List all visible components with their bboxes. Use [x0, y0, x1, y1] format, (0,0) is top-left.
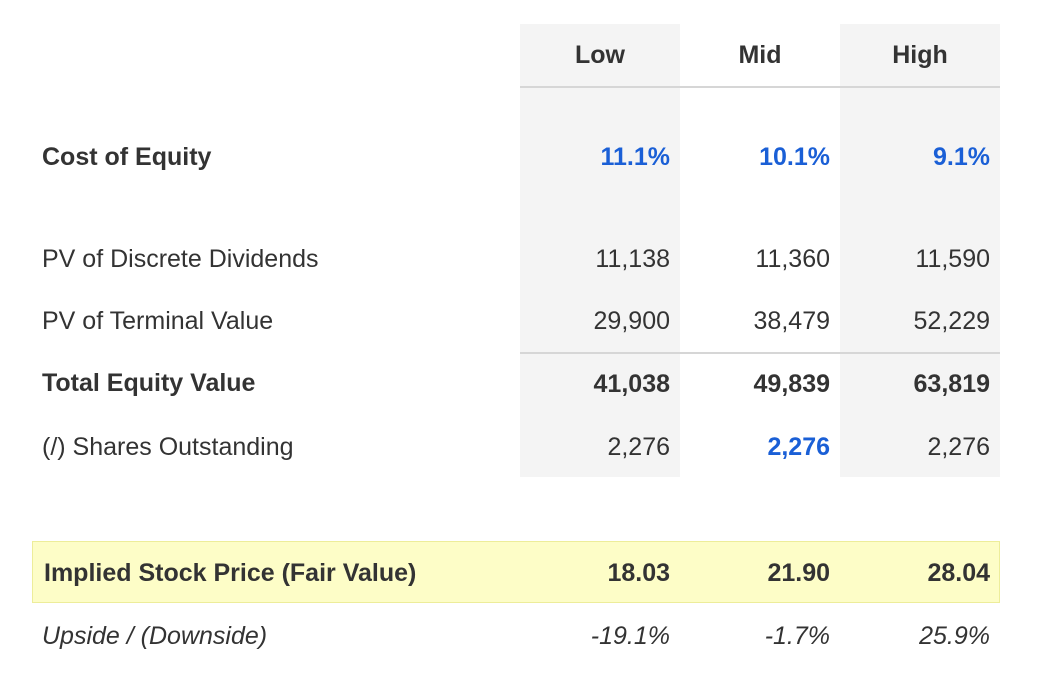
row-label: PV of Terminal Value: [42, 307, 274, 335]
total-equity-value-mid: 49,839: [753, 370, 830, 398]
pv-terminal-value-mid: 38,479: [753, 307, 830, 335]
row-label: (/) Shares Outstanding: [42, 433, 294, 461]
total-divider: [520, 352, 1000, 354]
implied-stock-price-high: 28.04: [927, 559, 990, 587]
row-label: Upside / (Downside): [42, 622, 268, 650]
pv-discrete-dividends-high: 11,590: [915, 245, 990, 273]
pv-discrete-dividends-low: 11,138: [595, 245, 670, 273]
header-high: High: [892, 41, 948, 69]
implied-stock-price-mid: 21.90: [767, 559, 830, 587]
fair-value-highlight: [32, 541, 1000, 603]
shares-outstanding-mid: 2,276: [767, 433, 830, 461]
cost-of-equity-high: 9.1%: [933, 143, 990, 171]
shares-outstanding-low: 2,276: [607, 433, 670, 461]
cost-of-equity-low: 11.1%: [600, 143, 670, 171]
cost-of-equity-mid: 10.1%: [759, 143, 830, 171]
shares-outstanding-high: 2,276: [927, 433, 990, 461]
pv-terminal-value-low: 29,900: [593, 307, 670, 335]
implied-stock-price-low: 18.03: [607, 559, 670, 587]
pv-terminal-value-high: 52,229: [913, 307, 990, 335]
total-equity-value-high: 63,819: [913, 370, 990, 398]
upside-downside-high: 25.9%: [919, 622, 990, 650]
row-label: Implied Stock Price (Fair Value): [44, 559, 417, 587]
row-label: PV of Discrete Dividends: [42, 245, 319, 273]
pv-discrete-dividends-mid: 11,360: [755, 245, 830, 273]
row-label: Cost of Equity: [42, 143, 212, 171]
upside-downside-mid: -1.7%: [764, 622, 830, 650]
header-mid: Mid: [738, 41, 782, 69]
header-divider: [520, 86, 1000, 88]
high-column-background: [840, 24, 1000, 477]
upside-downside-low: -19.1%: [590, 622, 670, 650]
header-low: Low: [575, 41, 625, 69]
row-label: Total Equity Value: [42, 369, 256, 397]
total-equity-value-low: 41,038: [593, 370, 670, 398]
low-column-background: [520, 24, 680, 477]
